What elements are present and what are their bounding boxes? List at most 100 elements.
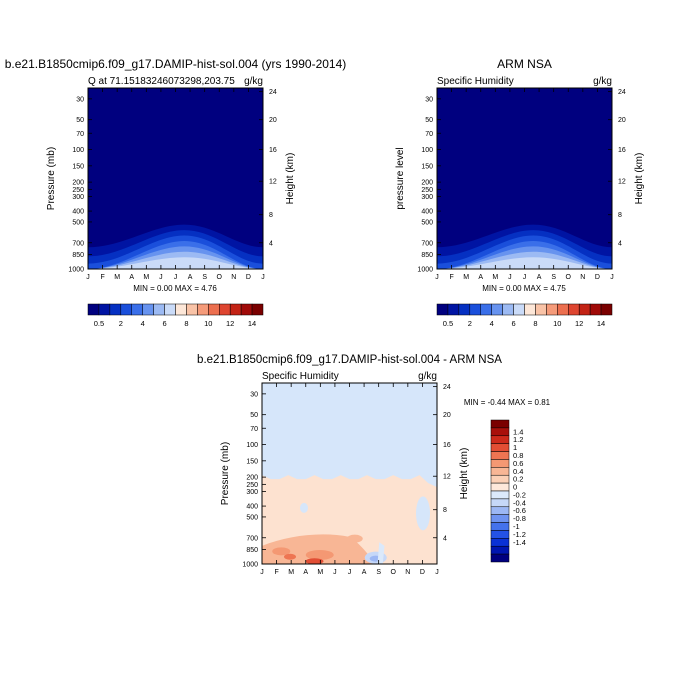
y-tick-label: 1000	[417, 267, 433, 274]
x-tick-label: A	[129, 274, 134, 281]
x-tick-label: O	[217, 274, 223, 281]
colorbar-swatch	[251, 303, 264, 316]
height-tick-label: 12	[618, 179, 626, 186]
height-tick-label: 12	[443, 474, 451, 481]
contour-level	[305, 549, 334, 560]
colorbar-swatch	[502, 303, 514, 316]
colorbar-swatch	[490, 435, 510, 444]
y-tick-label: 500	[421, 219, 433, 226]
colorbar-1: 0.5 2 4 6 8 10 12 14	[87, 303, 264, 328]
contour-fill	[88, 88, 263, 269]
x-tick-label: S	[376, 569, 381, 576]
y-tick-label: 300	[72, 194, 84, 201]
x-tick-label: M	[114, 274, 120, 281]
colorbar-label: 2	[119, 319, 123, 328]
colorbar-label: 6	[162, 319, 166, 328]
y-tick-label: 100	[72, 147, 84, 154]
x-tick-label: N	[231, 274, 236, 281]
x-tick-label: J	[159, 274, 163, 281]
colorbar-label: 14	[248, 319, 256, 328]
colorbar-label: 4	[141, 319, 145, 328]
y-tick-label: 300	[246, 489, 258, 496]
chart-subtitle-left: Q at 71.15183246073298,203.75	[88, 76, 235, 87]
colorbar-label: 1.4	[513, 427, 523, 436]
colorbar-label: 0	[513, 483, 517, 492]
y-tick-label: 400	[72, 209, 84, 216]
x-tick-label: M	[317, 569, 323, 576]
height-tick-label: 8	[443, 507, 447, 514]
y-tick-label: 700	[246, 535, 258, 542]
x-tick-label: J	[610, 274, 614, 281]
colorbar-label: 8	[184, 319, 188, 328]
colorbar-label: 10	[204, 319, 212, 328]
y-tick-label: 200	[421, 180, 433, 187]
colorbar-swatch	[546, 303, 558, 316]
min-max-label: MIN = 0.00 MAX = 4.76	[133, 284, 217, 293]
y-axis-label: Pressure (mb)	[46, 147, 57, 210]
height-tick-label: 4	[618, 240, 622, 247]
x-tick-label: J	[508, 274, 512, 281]
colorbar-swatch	[208, 303, 220, 316]
colorbar-swatch	[186, 303, 198, 316]
chart-subtitle-right: g/kg	[244, 76, 263, 87]
y-tick-label: 30	[425, 96, 433, 103]
y-tick-label: 400	[246, 504, 258, 511]
contour-level	[377, 542, 385, 564]
contour-fill	[437, 88, 612, 269]
colorbar-swatch	[490, 419, 510, 429]
x-tick-label: S	[202, 274, 207, 281]
y-tick-label: 200	[246, 475, 258, 482]
colorbar-swatch	[490, 451, 510, 460]
colorbar-swatch	[87, 303, 100, 316]
height-tick-label: 4	[443, 535, 447, 542]
x-tick-label: A	[478, 274, 483, 281]
x-tick-label: M	[492, 274, 498, 281]
colorbar-swatch	[578, 303, 591, 316]
contour-level	[300, 502, 308, 513]
x-tick-label: J	[435, 274, 439, 281]
colorbar-swatch	[535, 303, 547, 316]
x-tick-label: J	[174, 274, 178, 281]
y-tick-label: 200	[72, 180, 84, 187]
colorbar-swatch	[490, 443, 510, 452]
y-tick-label: 1000	[68, 267, 84, 274]
colorbar-swatch	[240, 303, 253, 316]
x-tick-label: J	[260, 569, 264, 576]
colorbar-label: 6	[511, 319, 515, 328]
height-tick-label: 16	[443, 442, 451, 449]
colorbar-label: 2	[468, 319, 472, 328]
x-tick-label: M	[463, 274, 469, 281]
x-tick-label: O	[391, 569, 397, 576]
y-tick-label: 250	[421, 187, 433, 194]
colorbar-swatch	[490, 514, 510, 523]
y-tick-label: 500	[72, 219, 84, 226]
y-tick-label: 150	[421, 163, 433, 170]
colorbar-swatch	[568, 303, 580, 316]
y-axis-label-right: Height (km)	[459, 448, 470, 500]
colorbar-swatch	[142, 303, 154, 316]
x-tick-label: J	[435, 569, 439, 576]
colorbar-2: 0.5 2 4 6 8 10 12 14	[436, 303, 613, 328]
colorbar-label: -1.4	[513, 538, 526, 547]
colorbar-label: 0.5	[94, 319, 104, 328]
colorbar-swatch	[491, 303, 503, 316]
colorbar-swatch	[480, 303, 492, 316]
colorbar-swatch	[175, 303, 187, 316]
colorbar-swatch	[490, 545, 510, 555]
colorbar-swatch	[524, 303, 536, 316]
colorbar-label: -0.2	[513, 490, 526, 499]
y-axis-label-right: Height (km)	[634, 153, 645, 205]
y-tick-label: 850	[421, 252, 433, 259]
colorbar-label: 0.2	[513, 475, 523, 484]
colorbar-swatch	[490, 553, 510, 563]
y-tick-label: 150	[72, 163, 84, 170]
min-max-label: MIN = 0.00 MAX = 4.75	[482, 284, 566, 293]
colorbar-swatch	[469, 303, 481, 316]
colorbar-label: 10	[553, 319, 561, 328]
colorbar-label: -1.2	[513, 530, 526, 539]
contour-level	[416, 496, 430, 531]
colorbar-swatch	[229, 303, 242, 316]
colorbar-swatch	[131, 303, 143, 316]
y-tick-label: 700	[72, 240, 84, 247]
